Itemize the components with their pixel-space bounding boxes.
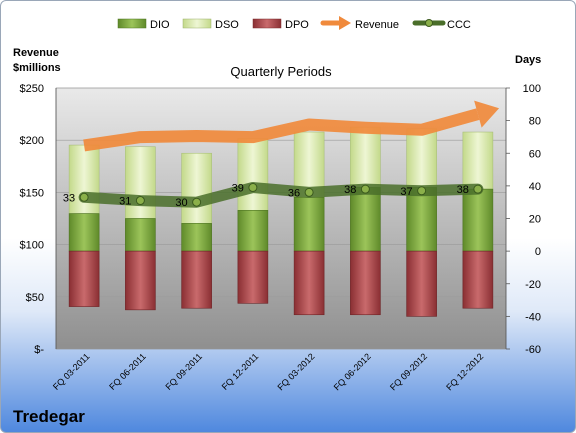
bar-dso — [181, 152, 212, 224]
ccc-point — [135, 196, 145, 206]
ccc-data-label: 37 — [400, 186, 412, 198]
right-tick-label: -40 — [525, 311, 541, 323]
left-tick-label: $100 — [20, 240, 44, 252]
bar-dso — [237, 138, 269, 211]
left-tick-label: $250 — [20, 83, 44, 95]
right-tick-label: 20 — [529, 214, 541, 226]
ccc-data-label: 36 — [288, 187, 300, 199]
bar-dpo — [181, 250, 212, 309]
revenue-arrowhead — [474, 100, 500, 128]
bar-dso — [462, 131, 494, 190]
left-tick-label: $- — [34, 344, 44, 356]
right-tick-label: 80 — [529, 116, 541, 128]
legend-label-ccc: CCC — [447, 19, 471, 31]
ccc-data-label: 38 — [457, 184, 469, 196]
ccc-group: 33 31 30 39 36 38 37 38 — [63, 182, 484, 209]
bar-dio — [406, 187, 437, 252]
bar-dio — [125, 218, 156, 252]
bar-dpo — [350, 250, 381, 316]
category-label: FQ 12-2011 — [220, 351, 261, 392]
legend-label-revenue: Revenue — [355, 19, 399, 31]
chart-title: Quarterly Periods — [230, 64, 332, 79]
ccc-data-label: 30 — [175, 197, 187, 209]
legend-label-dpo: DPO — [285, 19, 309, 31]
bar-dso — [350, 126, 381, 188]
ccc-line — [78, 182, 484, 208]
bar-dio — [68, 213, 100, 252]
left-tick-label: $50 — [26, 292, 44, 304]
right-tick-label: 0 — [535, 246, 541, 258]
category-label: FQ 06-2012 — [332, 351, 373, 392]
ccc-point — [192, 197, 202, 207]
bar-dio — [237, 210, 269, 252]
category-label: FQ 06-2011 — [107, 351, 148, 392]
left-axis-title-line2: $millions — [13, 62, 61, 74]
bar-dso — [125, 146, 156, 219]
right-tick-label: 60 — [529, 148, 541, 160]
category-label: FQ 09-2011 — [163, 351, 204, 392]
legend-swatch-dso — [182, 18, 212, 29]
bar-dso — [406, 128, 437, 188]
revenue-line — [83, 108, 480, 152]
legend-swatch-dio — [117, 18, 147, 29]
bar-dpo — [406, 250, 437, 317]
left-axis-title-line1: Revenue — [13, 47, 59, 59]
bar-dio — [293, 196, 325, 252]
ccc-data-label: 33 — [63, 192, 75, 204]
right-tick-label: -20 — [525, 279, 541, 291]
left-tick-label: $200 — [20, 135, 44, 147]
legend-label-dso: DSO — [215, 19, 239, 31]
ccc-point — [417, 186, 427, 196]
ccc-data-label: 39 — [232, 183, 244, 195]
bar-dpo — [462, 250, 494, 309]
right-tick-label: -60 — [525, 344, 541, 356]
ccc-data-label: 38 — [344, 184, 356, 196]
ccc-data-label: 31 — [119, 196, 131, 208]
company-name: Tredegar — [13, 407, 85, 426]
bar-dpo — [125, 250, 156, 311]
bar-dio — [181, 223, 212, 252]
legend-line-ccc-icon — [412, 19, 446, 27]
ccc-point — [473, 184, 483, 194]
category-label: FQ 03-2012 — [276, 351, 317, 392]
bar-dio — [462, 188, 494, 252]
bar-dio — [350, 187, 381, 252]
legend-arrow-revenue-icon — [320, 16, 351, 30]
ccc-point — [248, 183, 258, 193]
bars-group — [68, 126, 494, 317]
category-label: FQ 03-2011 — [51, 351, 92, 392]
legend-swatch-dpo — [252, 18, 282, 29]
legend-label-dio: DIO — [150, 19, 170, 31]
left-tick-label: $150 — [20, 187, 44, 199]
right-tick-label: 100 — [523, 83, 541, 95]
category-label: FQ 09-2012 — [388, 351, 429, 392]
category-label: FQ 12-2012 — [444, 351, 485, 392]
ccc-point — [304, 187, 314, 197]
bar-dpo — [237, 250, 269, 304]
bar-dpo — [293, 250, 325, 316]
revenue-group — [83, 100, 500, 152]
legend: DIO DSO DPO Revenue CCC — [117, 16, 471, 31]
ccc-point — [79, 192, 89, 202]
right-axis-title: Days — [515, 54, 541, 66]
right-tick-label: 40 — [529, 181, 541, 193]
bar-dpo — [68, 250, 100, 307]
ccc-point — [360, 184, 370, 194]
